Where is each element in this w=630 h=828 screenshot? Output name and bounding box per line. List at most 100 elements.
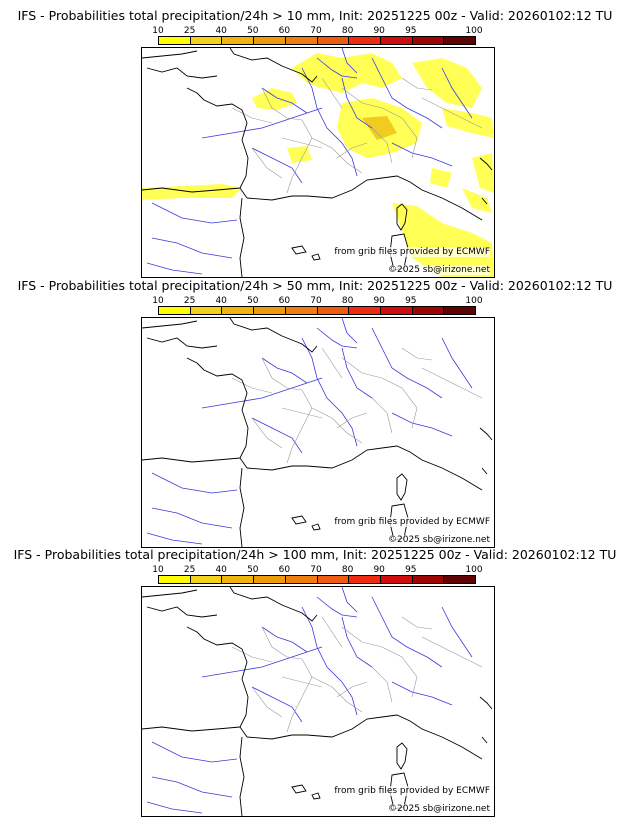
scale-label: 10 [152, 565, 164, 575]
corsica-coast [396, 473, 408, 501]
scale-label: 10 [152, 26, 164, 36]
scale-label: 50 [247, 296, 259, 306]
coastline [142, 589, 198, 598]
probability-color-scale: 10 25 40 50 60 70 80 90 95 100 [152, 565, 483, 584]
scale-segment [317, 576, 350, 583]
scale-label: 80 [341, 565, 354, 575]
scale-label: 25 [183, 565, 196, 575]
river-line [316, 327, 358, 349]
island-coast [311, 523, 321, 531]
precipitation-areas [142, 53, 494, 277]
scale-label: 95 [405, 296, 417, 306]
river-line [151, 472, 238, 494]
scale-segment [190, 576, 223, 583]
scale-segment [190, 307, 223, 314]
river-line [261, 87, 308, 114]
probability-color-scale: 10 25 40 50 60 70 80 90 95 100 [152, 26, 483, 45]
geography [142, 587, 493, 816]
river-line [371, 596, 443, 668]
scale-segment [444, 307, 476, 314]
scale-segment [444, 576, 476, 583]
precipitation-map: from grib files provided by ECMWF ©2025 … [141, 586, 495, 817]
scale-segment [317, 37, 350, 44]
scale-label: 70 [310, 296, 322, 306]
scale-label: 100 [465, 565, 483, 575]
scale-segment [159, 307, 191, 314]
coastline [142, 457, 241, 463]
scale-segment [317, 307, 350, 314]
scale-label: 25 [183, 26, 196, 36]
region-border [401, 77, 433, 91]
region-border [421, 367, 483, 399]
source-credit: from grib files provided by ECMWF [334, 517, 490, 527]
scale-label: 50 [247, 565, 259, 575]
geography [142, 318, 493, 547]
river-line [151, 776, 233, 798]
map-panel-1: IFS - Probabilities total precipitation/… [0, 0, 630, 278]
river-line [146, 801, 203, 814]
scale-label: 100 [465, 296, 483, 306]
island-coast [291, 515, 307, 525]
river-line [151, 202, 238, 224]
river-line [341, 347, 373, 399]
region-border [371, 127, 393, 164]
coastline [239, 197, 245, 277]
river-line [301, 606, 358, 716]
region-border [281, 137, 323, 149]
coastline [246, 445, 483, 491]
river-line [146, 262, 203, 275]
region-border [251, 417, 283, 449]
coastline [481, 736, 488, 744]
coastline [142, 50, 198, 59]
river-line [341, 77, 373, 129]
geography [142, 48, 493, 277]
scale-segment [349, 307, 381, 314]
map-canvas [142, 318, 493, 547]
scale-label: 40 [215, 296, 227, 306]
copyright-credit: ©2025 sb@irizone.net [388, 804, 490, 814]
precip-area [287, 146, 312, 163]
island-coast [291, 784, 307, 794]
river-line [201, 107, 323, 139]
precip-area [362, 116, 397, 140]
scale-label: 90 [373, 565, 385, 575]
coastline [239, 467, 245, 547]
map-canvas [142, 48, 494, 277]
precip-area [252, 88, 297, 110]
source-credit: from grib files provided by ECMWF [334, 786, 490, 796]
region-border [311, 137, 363, 174]
scale-segment [380, 37, 413, 44]
map-panel-2: IFS - Probabilities total precipitation/… [0, 270, 630, 548]
scale-label: 40 [215, 26, 227, 36]
scale-segment [349, 576, 381, 583]
scale-label: 40 [215, 565, 227, 575]
precip-area [462, 188, 492, 213]
river-line [316, 57, 358, 79]
region-border [341, 626, 418, 698]
region-border [321, 347, 343, 379]
river-line [301, 337, 358, 447]
river-line [341, 48, 358, 74]
river-line [201, 377, 323, 409]
region-border [336, 412, 368, 429]
region-border [261, 87, 313, 194]
river-line [391, 681, 453, 706]
scale-segment [159, 576, 191, 583]
map-canvas [142, 587, 493, 816]
coastline [142, 320, 198, 329]
precipitation-map: from grib files provided by ECMWF ©2025 … [141, 47, 495, 278]
scale-label: 80 [341, 296, 354, 306]
river-line [201, 646, 323, 678]
scale-label: 100 [465, 26, 483, 36]
river-line [341, 318, 358, 344]
copyright-credit: ©2025 sb@irizone.net [388, 265, 490, 275]
precip-area [292, 53, 402, 93]
river-line [151, 237, 233, 259]
scale-segment [380, 576, 413, 583]
region-border [341, 357, 418, 429]
region-border [401, 616, 433, 630]
coastline [142, 726, 241, 732]
scale-label: 25 [183, 296, 196, 306]
coastline [479, 157, 493, 171]
region-border [261, 626, 313, 733]
